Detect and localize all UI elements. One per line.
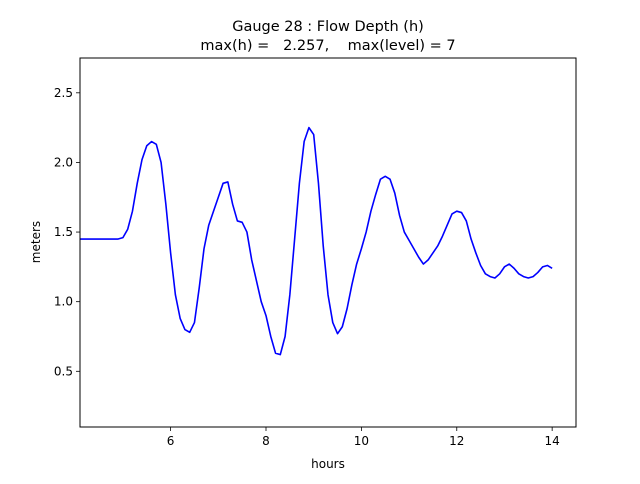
chart-title-line2: max(h) = 2.257, max(level) = 7: [200, 38, 455, 54]
x-tick-label: 8: [262, 434, 270, 448]
y-tick-label: 0.5: [54, 364, 73, 378]
chart-title-line1: Gauge 28 : Flow Depth (h): [232, 19, 424, 35]
y-axis: 0.5 1.0 1.5 2.0 2.5: [54, 86, 80, 378]
x-axis-label: hours: [311, 457, 345, 471]
y-axis-label: meters: [29, 221, 43, 263]
plot-area: [79, 57, 577, 428]
x-tick-label: 14: [545, 434, 560, 448]
y-tick-label: 1.5: [54, 225, 73, 239]
flow-depth-line: [80, 126, 553, 356]
y-tick-label: 2.0: [54, 155, 73, 169]
x-tick-label: 6: [167, 434, 175, 448]
plot-frame: [79, 57, 577, 428]
x-tick-label: 12: [449, 434, 464, 448]
x-tick-label: 10: [354, 434, 369, 448]
plot-background: [80, 58, 576, 427]
x-axis: 6 8 10 12 14: [167, 427, 560, 448]
series-layer: [80, 126, 553, 356]
y-tick-label: 1.0: [54, 295, 73, 309]
y-tick-label: 2.5: [54, 86, 73, 100]
